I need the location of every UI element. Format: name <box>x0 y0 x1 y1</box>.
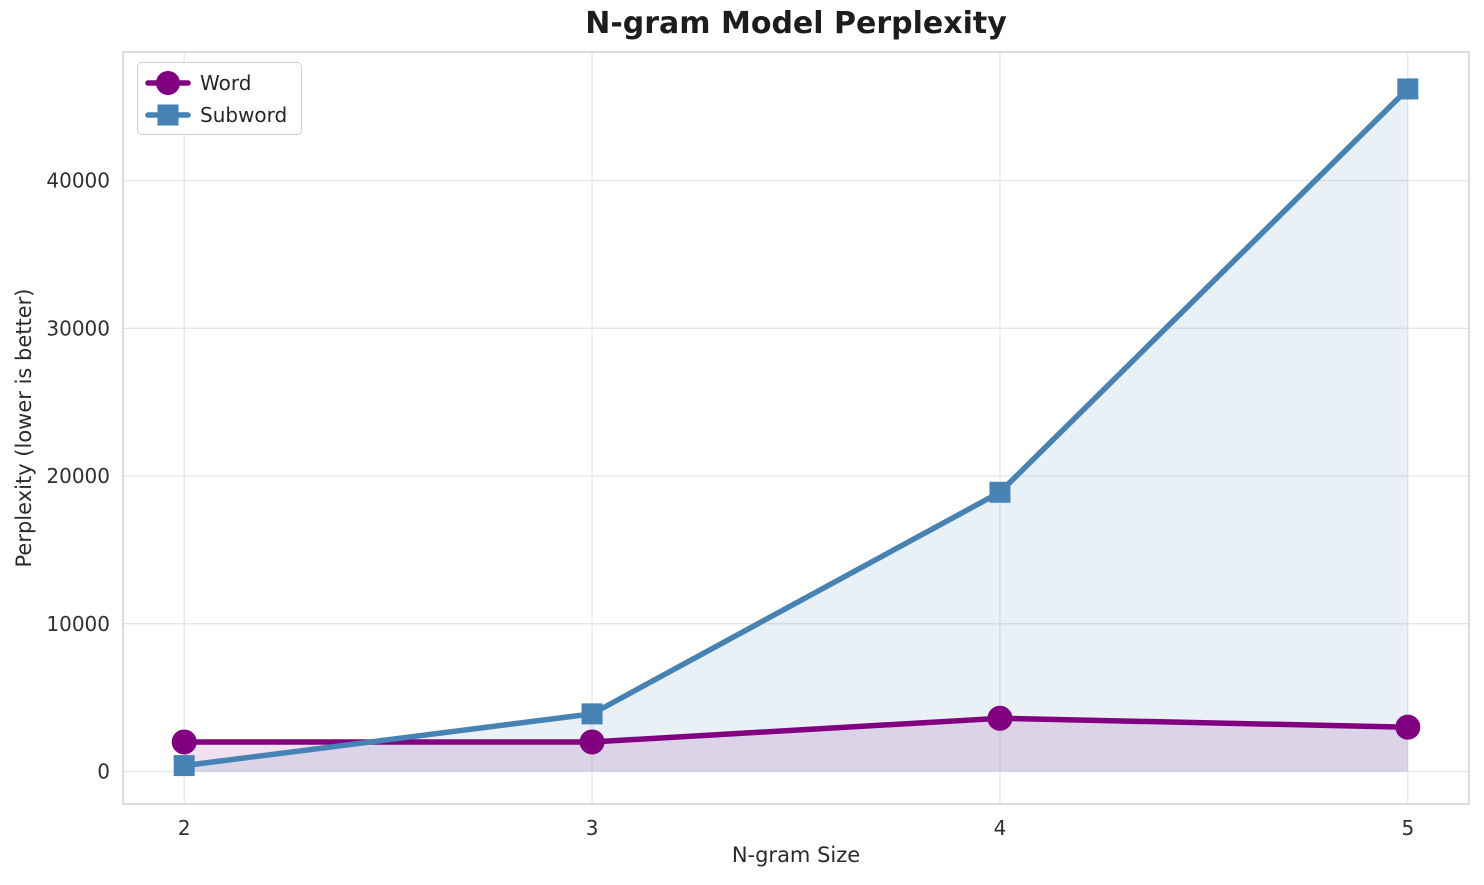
x-tick-label: 5 <box>1401 816 1414 840</box>
legend-item-word: Word <box>145 67 287 98</box>
y-tick-label: 10000 <box>46 612 110 636</box>
legend-item-subword: Subword <box>145 99 287 130</box>
legend-label-word: Word <box>200 70 252 95</box>
y-axis-label: Perplexity (lower is better) <box>12 288 36 568</box>
series-line-subword <box>181 86 1411 769</box>
marker-subword <box>989 481 1011 503</box>
marker-subword <box>173 755 195 777</box>
x-tick-label: 2 <box>178 816 191 840</box>
y-tick-label: 30000 <box>46 316 110 340</box>
series-area-subword <box>184 88 1408 772</box>
marker-subword <box>1397 78 1419 100</box>
marker-word <box>987 705 1013 731</box>
legend: Word Subword <box>137 62 303 135</box>
series-area-word <box>184 718 1408 772</box>
x-tick-label: 4 <box>994 816 1007 840</box>
y-tick-label: 20000 <box>46 464 110 488</box>
subword-square-marker-icon <box>145 104 191 125</box>
chart-title: N-gram Model Perplexity <box>585 6 1007 41</box>
x-axis-label: N-gram Size <box>731 843 861 867</box>
marker-word <box>579 729 605 755</box>
marker-word <box>171 729 197 755</box>
y-tick-label: 40000 <box>46 169 110 193</box>
word-circle-marker-icon <box>145 70 191 95</box>
axes-spines <box>122 51 1470 805</box>
marker-subword <box>581 703 603 725</box>
x-tick-label: 3 <box>586 816 599 840</box>
marker-word <box>1395 714 1421 740</box>
legend-label-subword: Subword <box>200 102 288 127</box>
y-tick-label: 0 <box>97 759 110 783</box>
